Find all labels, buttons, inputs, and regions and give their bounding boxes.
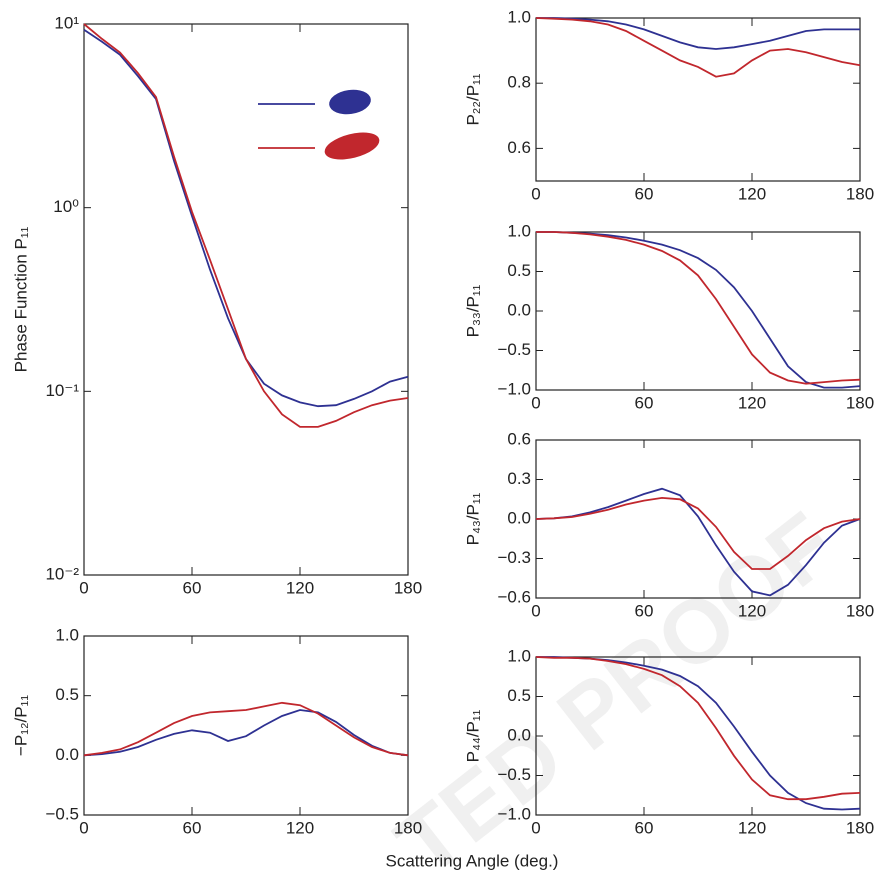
y-tick-label: 0.3 (507, 469, 531, 488)
series-line (83, 29, 409, 408)
x-tick-label: 0 (79, 578, 88, 597)
plot-frame (83, 635, 409, 816)
watermark: TED PROOF (379, 494, 854, 880)
y-tick-label: 0.6 (507, 138, 531, 157)
x-tick-label: 120 (738, 184, 766, 203)
x-tick-label: 180 (846, 184, 874, 203)
x-tick-label: 60 (635, 818, 654, 837)
x-tick-label: 180 (846, 393, 874, 412)
y-tick-label: −0.3 (497, 548, 531, 567)
x-tick-label: 120 (286, 578, 314, 597)
x-tick-label: 60 (635, 601, 654, 620)
y-tick-label: −0.5 (45, 804, 79, 823)
y-tick-label: 1.0 (507, 221, 531, 240)
x-tick-label: 120 (286, 818, 314, 837)
y-tick-label: 10⁻¹ (45, 381, 79, 400)
x-tick-label: 0 (531, 184, 540, 203)
y-tick-label: 0.5 (507, 686, 531, 705)
y-tick-label: −1.0 (497, 379, 531, 398)
y-tick-label: 0.0 (507, 725, 531, 744)
series-line (83, 709, 409, 757)
y-tick-label: 0.0 (507, 508, 531, 527)
y-tick-label: 1.0 (55, 625, 79, 644)
x-tick-label: 120 (738, 818, 766, 837)
series-line (535, 656, 861, 801)
y-tick-label: −0.5 (497, 340, 531, 359)
x-tick-label: 0 (531, 818, 540, 837)
y-tick-label: −0.5 (497, 765, 531, 784)
legend-icon (324, 132, 380, 160)
series-line (535, 17, 861, 78)
plot-frame (535, 231, 861, 391)
x-tick-label: 0 (531, 393, 540, 412)
y-tick-label: 1.0 (507, 7, 531, 26)
x-tick-label: 120 (738, 601, 766, 620)
x-tick-label: 180 (846, 601, 874, 620)
y-tick-label: 0.0 (507, 300, 531, 319)
x-tick-label: 60 (635, 393, 654, 412)
x-tick-label: 60 (183, 818, 202, 837)
x-tick-label: 60 (635, 184, 654, 203)
y-tick-label: −0.6 (497, 587, 531, 606)
series-line (535, 487, 861, 597)
y-tick-label: 0.5 (55, 685, 79, 704)
y-tick-label: 0.5 (507, 261, 531, 280)
y-tick-label: 10¹ (54, 13, 79, 32)
y-tick-label: 0.6 (507, 429, 531, 448)
y-axis-label: P₄₄/P₁₁ (463, 709, 482, 762)
y-tick-label: 0.8 (507, 73, 531, 92)
x-tick-label: 0 (531, 601, 540, 620)
series-line (83, 701, 409, 757)
plot-frame (83, 23, 409, 576)
series-line (83, 23, 409, 428)
y-tick-label: 0.0 (55, 745, 79, 764)
series-line (536, 231, 861, 389)
y-tick-label: −1.0 (497, 804, 531, 823)
x-tick-label: 180 (846, 818, 874, 837)
x-axis-label: Scattering Angle (deg.) (386, 851, 559, 870)
y-axis-label: P₂₂/P₁₁ (463, 73, 482, 125)
y-axis-label: P₃₃/P₁₁ (463, 284, 482, 337)
y-axis-label: P₄₃/P₁₁ (463, 492, 482, 545)
y-axis-label: Phase Function P₁₁ (11, 226, 30, 372)
y-tick-label: 10⁰ (53, 197, 79, 216)
series-line (536, 17, 860, 50)
x-tick-label: 180 (394, 578, 422, 597)
series-line (535, 496, 861, 570)
y-tick-label: 10⁻² (45, 564, 79, 583)
x-tick-label: 180 (394, 818, 422, 837)
x-tick-label: 60 (183, 578, 202, 597)
x-tick-label: 120 (738, 393, 766, 412)
y-tick-label: 1.0 (507, 646, 531, 665)
plot-frame (535, 17, 861, 182)
legend-icon (329, 89, 371, 115)
y-axis-label: −P₁₂/P₁₁ (11, 695, 30, 756)
x-tick-label: 0 (79, 818, 88, 837)
series-line (536, 231, 861, 385)
